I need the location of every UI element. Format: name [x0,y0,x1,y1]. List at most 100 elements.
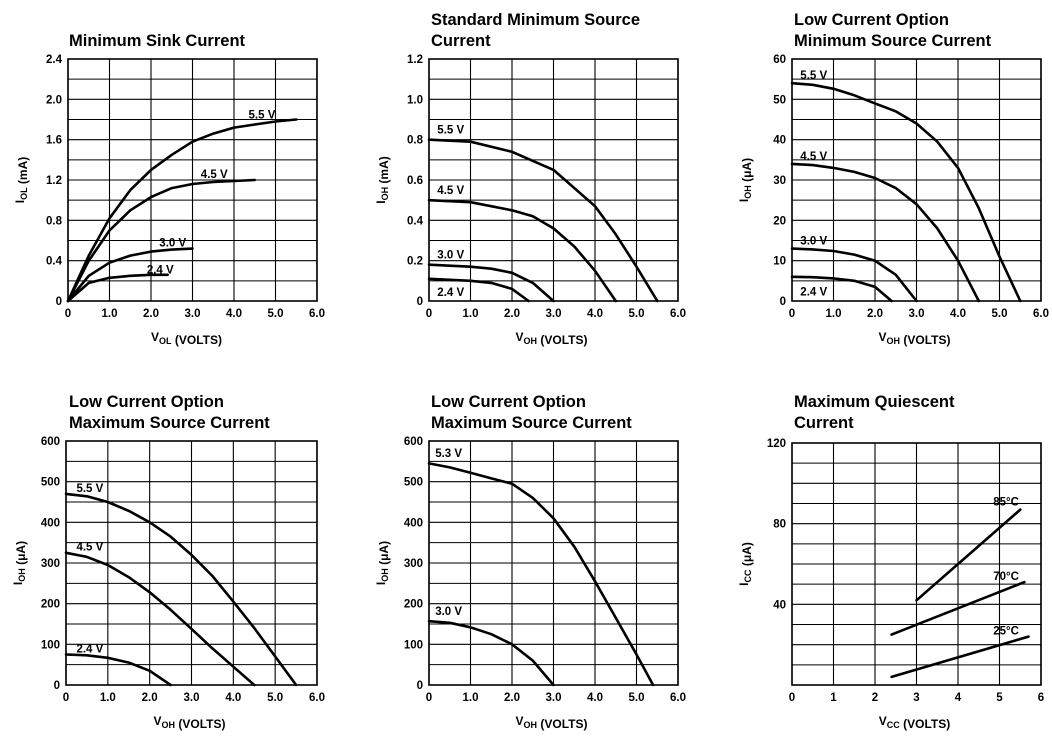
plot-frame [67,58,318,302]
series-label-1: 5.5 V [437,125,464,137]
y-tick-label-0: 0 [54,680,60,692]
x-tick-label-5: 5.0 [268,308,284,320]
chart-title-4-line-1: Low Current Option [69,393,224,411]
x-tick-label-3: 3.0 [909,308,925,320]
series-label-3: 2.4 V [76,643,103,655]
y-tick-label-2: 200 [41,599,60,611]
series-line-4 [427,277,530,303]
x-tick-label-4: 4.0 [950,308,966,320]
x-axis-label: VOH (VOLTS) [154,714,226,731]
y-tick-label-3: 30 [773,175,786,187]
x-tick-label-4: 4.0 [587,308,603,320]
plot-frame [791,442,1042,686]
series-label-2: 3.0 V [435,606,462,618]
y-tick-label-3: 300 [41,558,60,570]
y-axis-label: IOH (mA) [374,156,391,204]
chart-1: 0 1.0 2.0 3.0 4.0 5.0 6.0 0 0.4 0.8 1.2 1.6 2.0 2.4 VO… [13,54,325,347]
series-label-2: 70°C [993,571,1019,583]
y-tick-label-2: 80 [773,519,786,531]
series-label-2: 4.5 V [201,169,228,181]
chart-title-3-line-2: Minimum Source Current [794,32,992,50]
chart-6: 0 1 2 3 4 5 6 40 80 120 VCC (VOLTS) ICC (μA) 85°C 70°… [737,438,1044,731]
x-tick-label-0: 0 [789,692,795,704]
x-tick-label-1: 1.0 [463,692,479,704]
y-tick-label-3: 0.6 [407,175,423,187]
series-line-1 [915,508,1022,602]
x-tick-label-0: 0 [65,308,71,320]
y-tick-label-1: 0.4 [46,256,63,268]
series-label-4: 2.4 V [800,287,827,299]
series-line-1 [64,492,298,687]
series-label-3: 25°C [993,626,1019,638]
x-tick-label-2: 2.0 [867,308,883,320]
x-axis-label: VOH (VOLTS) [879,330,951,347]
y-tick-label-4: 400 [41,517,60,529]
series-line-1 [427,462,655,687]
series-line-2 [427,619,555,687]
x-tick-label-6: 6.0 [670,308,686,320]
y-tick-label-5: 2.0 [46,94,62,106]
x-tick-label-0: 0 [426,692,432,704]
chart-2: 0 1.0 2.0 3.0 4.0 5.0 6.0 0 0.2 0.4 0.6 0.8 1.0 1.2 VO… [374,54,686,347]
chart-5: 0 1.0 2.0 3.0 4.0 5.0 6.0 0 100 200 300 400 500 600 VO… [374,436,686,731]
y-tick-label-3: 300 [404,558,423,570]
x-tick-label-1: 1 [830,692,837,704]
x-tick-label-3: 3.0 [185,308,201,320]
series-label-2: 4.5 V [800,151,827,163]
x-tick-label-2: 2.0 [504,308,520,320]
x-tick-label-1: 1.0 [102,308,118,320]
y-tick-label-5: 1.0 [407,94,423,106]
chart-title-6-line-2: Current [794,414,854,432]
x-axis-label: VCC (VOLTS) [879,714,950,731]
y-tick-label-1: 40 [773,599,786,611]
series-line-3 [64,653,172,687]
series-label-1: 5.5 V [249,109,276,121]
x-tick-label-4: 4.0 [226,308,242,320]
x-tick-label-1: 1.0 [100,692,116,704]
chart-title-5-line-2: Maximum Source Current [431,414,632,432]
series-label-1: 5.5 V [76,483,103,495]
y-tick-label-1: 10 [773,256,786,268]
series-line-3 [790,247,918,303]
chart-title-1-line-1: Minimum Sink Current [69,32,246,50]
y-tick-label-4: 400 [404,517,423,529]
y-tick-label-6: 600 [41,436,60,448]
chart-3: 0 1.0 2.0 3.0 4.0 5.0 6.0 0 10 20 30 40 50 60 VOH (VOL… [737,54,1049,347]
chart-title-2-line-1: Standard Minimum Source [431,11,641,29]
chart-title-2: Standard Minimum Source Current [431,10,640,52]
chart-title-3: Low Current Option Minimum Source Curren… [794,10,991,52]
y-axis-label: IOL (mA) [13,157,30,204]
x-tick-label-4: 4 [955,692,962,704]
series-label-2: 4.5 V [437,185,464,197]
x-tick-label-3: 3 [913,692,919,704]
y-axis-label: IOH (μA) [374,541,391,585]
series-line-3 [890,635,1030,679]
x-tick-label-5: 5.0 [629,692,645,704]
chart-title-6-line-1: Maximum Quiescent [794,393,955,411]
chart-title-4-line-2: Maximum Source Current [69,414,270,432]
y-tick-label-4: 0.8 [407,135,424,147]
x-tick-label-0: 0 [789,308,795,320]
y-tick-label-5: 500 [41,477,60,489]
plot-frame [65,440,318,686]
chart-title-3-line-1: Low Current Option [794,11,949,29]
y-tick-label-0: 0 [56,296,62,308]
y-axis-label: ICC (μA) [737,542,754,586]
series-label-4: 2.4 V [147,265,174,277]
y-tick-label-1: 100 [41,639,60,651]
x-tick-label-6: 6.0 [1033,308,1049,320]
chart-4: 0 1.0 2.0 3.0 4.0 5.0 6.0 0 100 200 300 400 500 600 VO… [11,436,325,731]
y-tick-label-2: 0.4 [407,215,424,227]
series-label-4: 2.4 V [437,287,464,299]
series-line-2 [66,178,257,303]
series-line-4 [790,275,893,303]
chart-title-4: Low Current Option Maximum Source Curren… [69,392,270,434]
x-tick-label-4: 4.0 [225,692,241,704]
x-tick-label-5: 5.0 [267,692,283,704]
chart-title-5-line-1: Low Current Option [431,393,586,411]
x-tick-label-6: 6.0 [309,692,325,704]
x-axis-label: VOL (VOLTS) [151,330,222,347]
series-label-3: 3.0 V [437,250,464,262]
